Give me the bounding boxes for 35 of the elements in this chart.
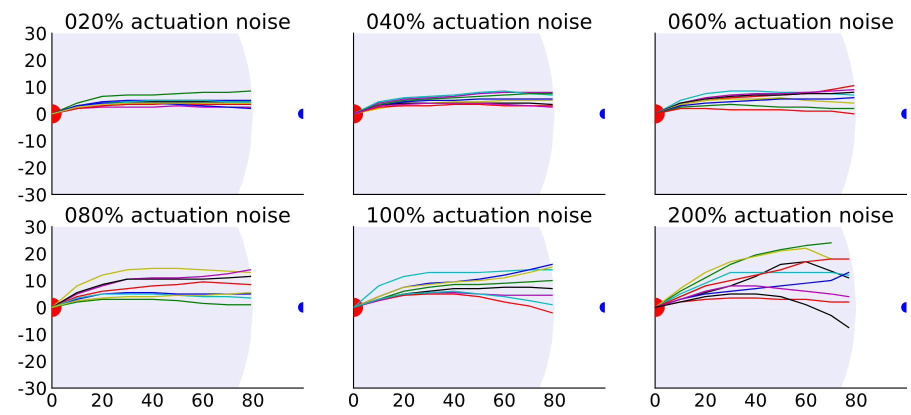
y-tick-label: 30 — [25, 220, 46, 234]
chart-title: 040% actuation noise — [367, 13, 592, 30]
y-tick-label: 10 — [26, 80, 46, 94]
chart-title: 020% actuation noise — [66, 13, 290, 30]
x-tick-label: 20 — [695, 393, 716, 407]
x-tick-label: 40 — [142, 393, 163, 407]
x-tick-label: 0 — [650, 393, 660, 407]
y-tick-label: 0 — [36, 107, 46, 121]
x-tick-label: 60 — [192, 393, 214, 407]
x-tick-label: 60 — [796, 393, 816, 407]
y-tick-label: 30 — [25, 26, 46, 40]
y-tick-label: -30 — [18, 188, 46, 202]
y-tick-label: 0 — [36, 300, 46, 314]
chart-title: 100% actuation noise — [368, 206, 592, 223]
y-tick-label: -30 — [18, 381, 46, 396]
y-tick-label: -20 — [18, 354, 46, 368]
y-tick-label: -10 — [18, 328, 46, 342]
chart-title: 200% actuation noise — [669, 206, 893, 223]
y-tick-label: 20 — [25, 54, 46, 68]
y-tick-label: 20 — [25, 247, 46, 261]
x-tick-label: 0 — [47, 393, 56, 407]
chart-title: 060% actuation noise — [668, 13, 893, 30]
x-tick-label: 20 — [394, 393, 414, 407]
x-tick-label: 60 — [494, 393, 515, 407]
y-tick-label: 10 — [26, 274, 46, 288]
y-tick-label: -10 — [18, 134, 46, 148]
x-tick-label: 80 — [544, 393, 565, 407]
x-tick-label: 80 — [242, 393, 264, 407]
y-tick-label: -20 — [18, 161, 46, 175]
x-tick-label: 0 — [348, 393, 358, 407]
x-tick-label: 40 — [443, 393, 464, 407]
x-tick-label: 40 — [745, 393, 766, 407]
chart-title: 080% actuation noise — [66, 206, 290, 223]
x-tick-label: 20 — [92, 393, 112, 407]
x-tick-label: 80 — [846, 393, 866, 407]
